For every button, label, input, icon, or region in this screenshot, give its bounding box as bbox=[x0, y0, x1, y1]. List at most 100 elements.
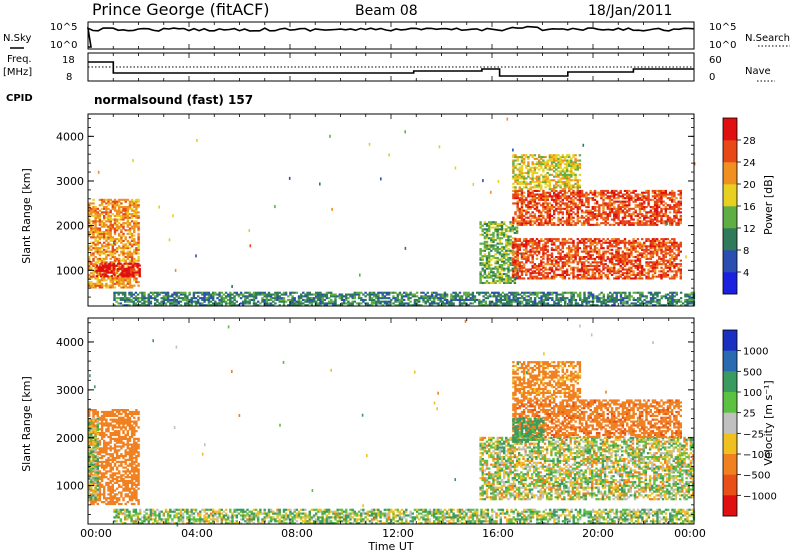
data-cell bbox=[619, 202, 622, 205]
data-cell bbox=[544, 302, 547, 305]
data-cell bbox=[518, 252, 521, 255]
data-cell bbox=[580, 275, 584, 278]
data-cell bbox=[656, 259, 659, 262]
data-cell bbox=[372, 300, 376, 303]
data-cell bbox=[194, 297, 198, 300]
data-cell bbox=[613, 297, 616, 300]
data-cell bbox=[628, 272, 631, 275]
data-cell bbox=[364, 291, 367, 294]
data-cell bbox=[278, 304, 281, 307]
data-cell bbox=[130, 298, 133, 301]
data-cell bbox=[632, 245, 635, 248]
data-cell bbox=[608, 195, 612, 198]
data-cell bbox=[587, 257, 590, 260]
data-cell bbox=[583, 297, 586, 300]
data-cell bbox=[520, 181, 524, 184]
data-cell bbox=[647, 223, 650, 226]
data-cell bbox=[604, 259, 607, 262]
data-cell bbox=[664, 206, 667, 209]
data-cell bbox=[512, 270, 515, 273]
data-cell bbox=[542, 248, 545, 251]
data-cell bbox=[127, 266, 131, 269]
data-cell bbox=[133, 234, 136, 237]
data-cell bbox=[565, 202, 569, 205]
data-cell bbox=[639, 304, 642, 307]
data-cell bbox=[135, 273, 138, 276]
data-cell bbox=[649, 252, 652, 255]
data-cell bbox=[516, 256, 519, 259]
data-cell bbox=[535, 247, 539, 250]
data-cell bbox=[602, 206, 605, 209]
data-cell bbox=[201, 297, 204, 300]
data-cell bbox=[606, 257, 609, 260]
data-cell bbox=[351, 300, 354, 303]
data-cell bbox=[90, 284, 93, 287]
data-cell bbox=[602, 191, 605, 194]
data-cell bbox=[481, 224, 484, 227]
data-cell bbox=[396, 300, 399, 303]
data-cell bbox=[565, 191, 569, 194]
data-cell bbox=[381, 300, 384, 303]
data-cell bbox=[583, 250, 586, 253]
data-cell bbox=[522, 223, 526, 226]
data-cell bbox=[141, 302, 144, 305]
data-cell bbox=[485, 255, 489, 258]
data-cell bbox=[90, 211, 93, 214]
data-cell bbox=[679, 200, 682, 203]
data-cell bbox=[589, 248, 592, 251]
data-cell bbox=[570, 300, 573, 303]
data-cell bbox=[505, 224, 508, 227]
data-cell bbox=[100, 252, 104, 255]
data-cell bbox=[126, 198, 129, 201]
data-cell bbox=[615, 300, 618, 303]
data-cell bbox=[628, 195, 631, 198]
data-cell bbox=[555, 193, 558, 196]
data-cell bbox=[126, 252, 129, 255]
data-cell bbox=[587, 270, 590, 273]
data-cell bbox=[128, 229, 132, 232]
data-cell bbox=[542, 261, 545, 264]
data-cell bbox=[647, 245, 650, 248]
data-cell bbox=[587, 254, 590, 257]
data-cell bbox=[630, 222, 633, 225]
data-cell bbox=[507, 249, 510, 252]
data-cell bbox=[507, 235, 510, 238]
data-cell bbox=[626, 189, 629, 192]
data-cell bbox=[666, 275, 670, 278]
data-cell bbox=[133, 248, 136, 251]
data-cell bbox=[628, 223, 631, 226]
data-cell bbox=[124, 286, 127, 289]
data-cell bbox=[585, 245, 588, 248]
data-cell bbox=[137, 200, 140, 203]
data-cell bbox=[122, 198, 125, 201]
data-cell bbox=[514, 293, 517, 296]
data-cell bbox=[516, 275, 519, 278]
data-cell bbox=[94, 245, 97, 248]
data-cell bbox=[134, 262, 137, 265]
data-cell bbox=[643, 197, 646, 200]
data-cell bbox=[112, 266, 116, 269]
data-cell bbox=[651, 220, 655, 223]
data-cell bbox=[546, 211, 549, 214]
data-cell bbox=[553, 272, 556, 275]
data-cell bbox=[594, 297, 597, 300]
data-cell bbox=[595, 270, 599, 273]
data-cell bbox=[619, 239, 622, 242]
data-cell bbox=[604, 252, 607, 255]
data-cell bbox=[576, 254, 579, 257]
data-cell bbox=[92, 234, 95, 237]
data-cell bbox=[542, 277, 545, 280]
data-cell bbox=[274, 297, 277, 300]
data-cell bbox=[218, 295, 221, 298]
data-cell bbox=[90, 225, 93, 228]
data-cell bbox=[498, 258, 502, 261]
data-cell bbox=[293, 304, 296, 307]
data-cell bbox=[546, 204, 549, 207]
data-cell bbox=[572, 248, 575, 251]
data-cell bbox=[653, 189, 657, 192]
data-cell bbox=[125, 269, 128, 272]
data-cell bbox=[138, 269, 141, 272]
data-cell bbox=[505, 258, 508, 261]
data-cell bbox=[190, 304, 193, 307]
data-cell bbox=[445, 298, 449, 301]
